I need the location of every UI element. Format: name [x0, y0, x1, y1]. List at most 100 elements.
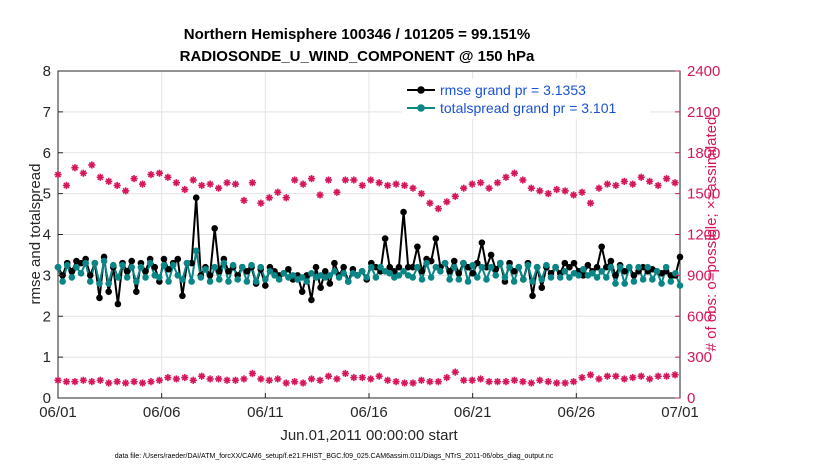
- spread-point: [492, 272, 500, 279]
- rmse-point: [400, 208, 407, 216]
- obs-assimilated-point: [155, 376, 164, 384]
- spread-point: [363, 274, 370, 281]
- obs-assimilated-point: [536, 376, 544, 384]
- obs-assimilated-point: [71, 378, 79, 386]
- obs-possible-point: [88, 161, 96, 169]
- spread-point: [524, 261, 532, 269]
- x-axis-label: Jun.01,2011 00:00:00 start: [280, 427, 458, 444]
- spread-point: [418, 276, 426, 283]
- spread-point: [630, 278, 638, 285]
- obs-assimilated-point: [603, 372, 612, 380]
- spread-point: [607, 263, 615, 271]
- spread-point: [515, 263, 523, 271]
- obs-possible-point: [485, 184, 493, 192]
- rmse-point: [321, 267, 329, 275]
- spread-point: [649, 276, 656, 283]
- spread-point: [598, 267, 605, 275]
- obs-possible-point: [536, 187, 544, 195]
- spread-point: [197, 274, 205, 281]
- spread-point: [612, 280, 619, 287]
- obs-assimilated-point: [646, 375, 654, 383]
- rmse-point: [418, 267, 426, 275]
- obs-assimilated-point: [206, 375, 214, 383]
- rmse-point: [206, 272, 214, 279]
- spread-point: [220, 259, 228, 267]
- obs-assimilated-point: [122, 379, 130, 387]
- legend-label-spread: totalspread grand pr = 3.101: [440, 100, 617, 116]
- obs-possible-point: [519, 176, 527, 184]
- spread-point: [427, 274, 435, 281]
- obs-possible-point: [138, 180, 147, 188]
- obs-possible-point: [299, 180, 307, 188]
- obs-possible-point: [569, 191, 578, 199]
- obs-assimilated-point: [181, 373, 189, 382]
- spread-point: [160, 261, 168, 269]
- spread-point: [335, 274, 343, 281]
- obs-assimilated-point: [299, 379, 307, 387]
- spread-point: [556, 274, 564, 281]
- obs-possible-point: [189, 176, 197, 184]
- obs-possible-point: [417, 190, 426, 198]
- spread-point: [386, 270, 394, 277]
- obs-possible-point: [629, 180, 637, 188]
- obs-assimilated-point: [333, 375, 341, 383]
- obs-possible-point: [350, 176, 358, 184]
- rmse-point: [432, 235, 440, 242]
- spread-point: [566, 274, 573, 281]
- spread-point: [262, 276, 269, 283]
- spread-point: [441, 259, 449, 267]
- obs-possible-point: [248, 179, 257, 187]
- obs-possible-point: [130, 175, 138, 183]
- obs-assimilated-point: [367, 375, 375, 383]
- obs-assimilated-point: [595, 375, 603, 383]
- rmse-point: [612, 272, 619, 279]
- spread-point: [639, 276, 647, 283]
- legend: rmse grand pr = 3.1353 totalspread grand…: [402, 79, 650, 119]
- rmse-point: [478, 239, 486, 246]
- spread-point: [460, 259, 467, 267]
- spread-point: [372, 274, 380, 281]
- spread-point: [91, 259, 99, 267]
- footer-filepath: data file: /Users/raeder/DAI/ATM_forcXX/…: [115, 453, 554, 460]
- obs-assimilated-point: [214, 375, 223, 383]
- obs-possible-point: [662, 175, 671, 183]
- obs-possible-point: [671, 179, 679, 187]
- y-axis-label: rmse and totalspread: [27, 164, 44, 305]
- obs-assimilated-point: [105, 379, 113, 387]
- spread-point: [552, 263, 559, 271]
- rmse-point: [188, 259, 195, 267]
- obs-possible-point: [367, 176, 375, 184]
- spread-point: [105, 280, 112, 287]
- spread-point: [529, 278, 536, 285]
- y-right-tick-label: 1800: [687, 145, 720, 162]
- spread-point: [538, 276, 546, 283]
- obs-possible-point: [291, 176, 299, 184]
- rmse-point: [450, 257, 458, 265]
- obs-assimilated-point: [400, 379, 409, 387]
- obs-assimilated-point: [164, 373, 172, 382]
- obs-assimilated-point: [375, 372, 383, 380]
- spread-point: [308, 270, 315, 277]
- rmse-point: [165, 265, 172, 273]
- spread-point: [616, 263, 624, 271]
- rmse-point: [105, 288, 112, 296]
- spread-point: [589, 270, 596, 277]
- spread-point: [68, 274, 76, 281]
- obs-assimilated-point: [426, 378, 434, 386]
- obs-possible-point: [122, 187, 130, 195]
- spread-point: [483, 276, 490, 283]
- obs-assimilated-point: [468, 376, 476, 384]
- obs-possible-point: [341, 176, 349, 184]
- rmse-point: [151, 263, 159, 271]
- obs-possible-point: [231, 180, 240, 188]
- rmse-point: [381, 235, 389, 242]
- y-tick-label: 7: [43, 104, 51, 121]
- spread-point: [303, 278, 311, 285]
- rmse-point: [386, 263, 394, 271]
- legend-marker-spread: [417, 104, 425, 112]
- obs-assimilated-point: [231, 376, 240, 384]
- rmse-point: [372, 263, 380, 271]
- x-tick-label: 06/16: [350, 404, 388, 421]
- rmse-point: [529, 292, 536, 300]
- y-axis-label-right: # of obs: o=possible; ×=assimilated: [703, 117, 720, 352]
